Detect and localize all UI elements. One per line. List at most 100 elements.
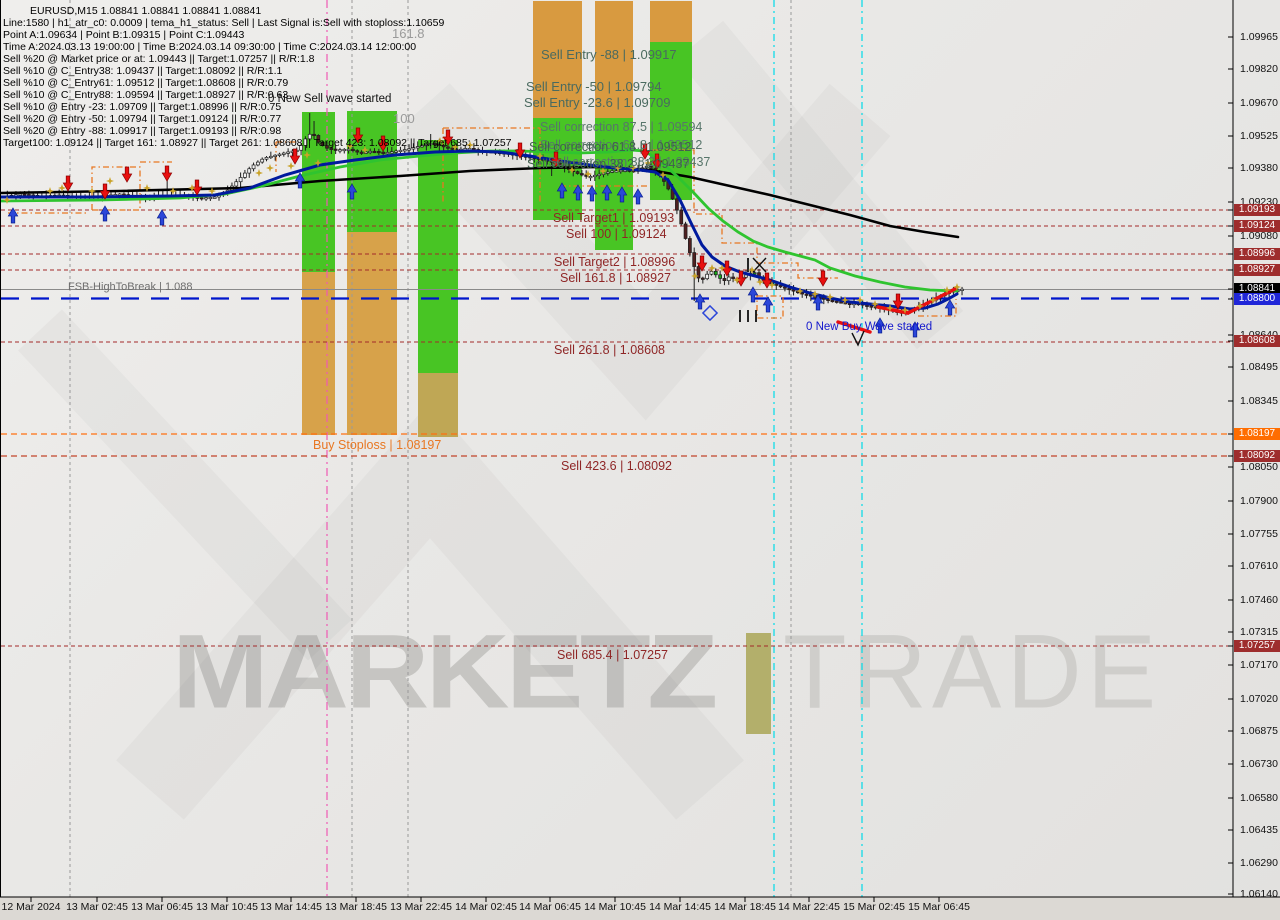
candle-body (692, 252, 697, 267)
fib-zone-band (650, 1, 692, 42)
candle-body (376, 151, 381, 154)
candle-body (778, 285, 783, 288)
candle-body (804, 293, 809, 296)
candle-body (960, 288, 964, 291)
candle-body (338, 149, 342, 152)
fractal-star-icon (314, 159, 322, 167)
candle-body (610, 170, 614, 173)
fib-zone-band (347, 111, 397, 232)
candle-body (869, 305, 874, 308)
fib-zone-band (418, 373, 458, 437)
fractal-star-icon (841, 296, 849, 304)
candle-body (389, 151, 394, 154)
fractal-star-icon (568, 166, 576, 174)
candle-body (260, 158, 265, 163)
info-panel-line: Time A:2024.03.13 19:00:00 | Time B:2024… (3, 41, 417, 53)
buy-arrow-icon (7, 207, 19, 224)
fractal-star-icon (768, 281, 776, 289)
ma-fast-navy-line (0, 149, 959, 311)
fractal-star-icon (886, 304, 894, 312)
candle-body (700, 277, 705, 280)
watermark-text-left: MARKETZ (172, 613, 718, 731)
buy-arrow-icon (556, 182, 568, 199)
sell-arrow-icon (377, 135, 389, 152)
candle-body (428, 142, 433, 146)
fractal-star-icon (287, 162, 295, 170)
fib-zone-band (347, 232, 397, 435)
candle-body (256, 161, 260, 166)
candle-body (433, 142, 437, 146)
buy-arrow-icon (762, 296, 774, 313)
sell-arrow-icon (550, 151, 562, 168)
candle-body (800, 292, 805, 295)
background-chevron-decor (390, 83, 891, 421)
signal-red-segment (836, 320, 872, 334)
buy-arrow-icon (944, 299, 956, 316)
candle-body (368, 150, 373, 154)
info-panel-line: Sell %10 @ C_Entry61: 1.09512 || Target:… (3, 77, 289, 89)
fractal-star-icon (953, 283, 961, 291)
watermark-text-right: TRADE (783, 613, 1162, 731)
candle-body (364, 151, 368, 154)
candle-body (592, 174, 597, 178)
candle-body (312, 133, 316, 137)
sell-arrow-icon (352, 127, 364, 144)
candle-body (208, 196, 213, 200)
sell-arrow-icon (696, 255, 708, 272)
trailing-stop-line (91, 166, 141, 211)
sell-arrow-icon (639, 143, 651, 160)
fractal-star-icon (718, 264, 726, 272)
fractal-star-icon (436, 137, 444, 145)
candle-body (333, 148, 338, 151)
fractal-star-icon (451, 143, 459, 151)
buy-arrow-icon (294, 172, 306, 189)
candle-body (316, 135, 321, 143)
trailing-stop-line (756, 295, 784, 319)
fib-zone-band (533, 1, 582, 118)
sell-arrow-icon (442, 129, 454, 146)
fractal-star-icon (88, 187, 96, 195)
candle-body (415, 146, 420, 149)
fractal-star-icon (629, 164, 637, 172)
candle-body (713, 270, 718, 276)
fractal-star-icon (916, 302, 924, 310)
candle-body (234, 181, 239, 187)
candle-body (420, 145, 424, 148)
candle-body (199, 197, 204, 200)
candle-body (303, 138, 308, 146)
fractal-star-icon (856, 296, 864, 304)
candle-body (329, 147, 334, 150)
candle-body (839, 301, 843, 304)
fib-zone-band (595, 1, 633, 118)
candle-body (575, 171, 580, 174)
candle-body (238, 177, 243, 183)
candle-body (342, 148, 347, 152)
trailing-stop-line (442, 127, 541, 204)
fractal-star-icon (943, 286, 951, 294)
signal-red-segment (876, 305, 910, 315)
candle-body (351, 148, 355, 151)
ma-medium-green-line (0, 148, 959, 293)
info-panel-line: Sell %10 @ C_Entry88: 1.09594 || Target:… (3, 89, 289, 101)
candle-body (726, 276, 731, 281)
candle-body (675, 198, 679, 211)
buy-arrow-icon (99, 205, 111, 222)
fractal-star-icon (3, 196, 11, 204)
candle-body (731, 276, 735, 279)
diamond-mark (701, 304, 719, 322)
candle-body (450, 147, 455, 150)
candle-body (441, 145, 446, 148)
candle-body (325, 145, 329, 149)
fractal-star-icon (659, 171, 667, 179)
info-panel-line: Point A:1.09634 | Point B:1.09315 | Poin… (3, 29, 245, 41)
fractal-star-icon (208, 187, 216, 195)
fractal-star-icon (599, 167, 607, 175)
candle-body (679, 209, 684, 225)
candle-body (394, 150, 398, 153)
candle-body (299, 145, 303, 151)
candle-body (826, 298, 830, 302)
buy-arrow-icon (812, 294, 824, 311)
